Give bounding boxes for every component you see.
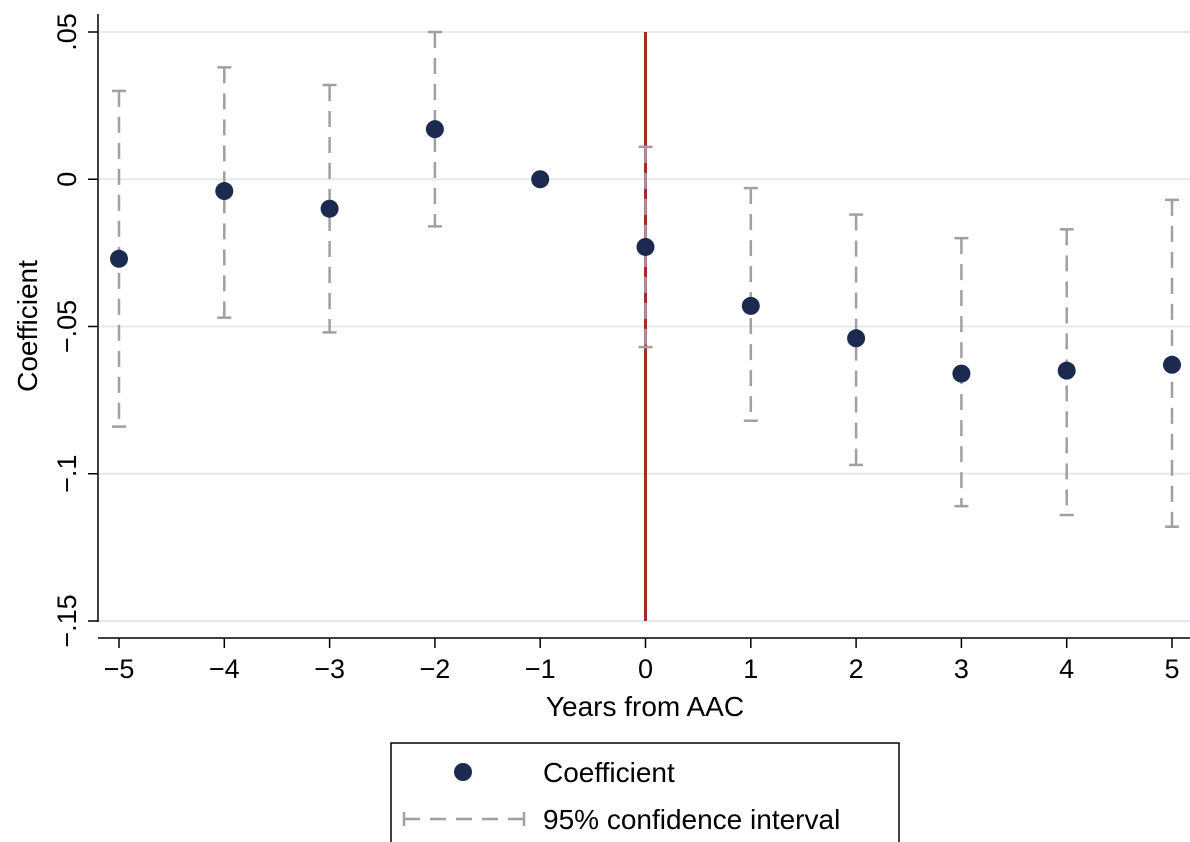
x-tick-label: −4 [209, 654, 240, 684]
coefficient-points [110, 120, 1181, 383]
x-axis-title: Years from AAC [546, 691, 744, 722]
coefficient-point [1163, 355, 1181, 374]
y-tick-label: −.1 [52, 455, 82, 493]
coefficient-point [952, 364, 971, 383]
y-tick-label: −.05 [52, 300, 82, 353]
y-tick-label: 0 [52, 172, 82, 187]
coefficient-point [215, 182, 234, 201]
coefficient-point [110, 249, 128, 268]
legend-box [390, 742, 900, 842]
coefficient-point [320, 199, 339, 218]
legend-label-ci: 95% confidence interval [543, 804, 840, 835]
legend-label-coefficient: Coefficient [543, 757, 675, 788]
y-axis-title: Coefficient [12, 260, 43, 392]
y-tick-label: .05 [52, 13, 82, 51]
y-tick-label: −.15 [52, 594, 82, 647]
legend-dot-icon [454, 763, 472, 781]
coefficient-point [847, 329, 866, 348]
x-tick-label: −3 [314, 654, 345, 684]
x-tick-label: 2 [849, 654, 864, 684]
x-tick-label: −5 [104, 654, 135, 684]
x-axis: −5 −4 −3 −2 −1 0 1 2 3 4 5 [98, 637, 1190, 684]
x-tick-label: 1 [743, 654, 758, 684]
y-axis: .05 0 −.05 −.1 −.15 [52, 13, 99, 648]
coefficient-point [1057, 361, 1076, 380]
x-tick-label: 4 [1059, 654, 1074, 684]
coefficient-point [425, 120, 444, 139]
x-tick-label: −1 [525, 654, 556, 684]
x-tick-label: 3 [954, 654, 969, 684]
x-tick-label: 5 [1164, 654, 1179, 684]
x-tick-label: −2 [420, 654, 451, 684]
legend: Coefficient 95% confidence interval [390, 742, 900, 842]
legend-dashed-line-icon [402, 812, 526, 826]
coefficient-point [636, 237, 655, 256]
coefficient-point [741, 296, 760, 315]
x-tick-label: 0 [638, 654, 653, 684]
coefficient-point [531, 170, 550, 189]
